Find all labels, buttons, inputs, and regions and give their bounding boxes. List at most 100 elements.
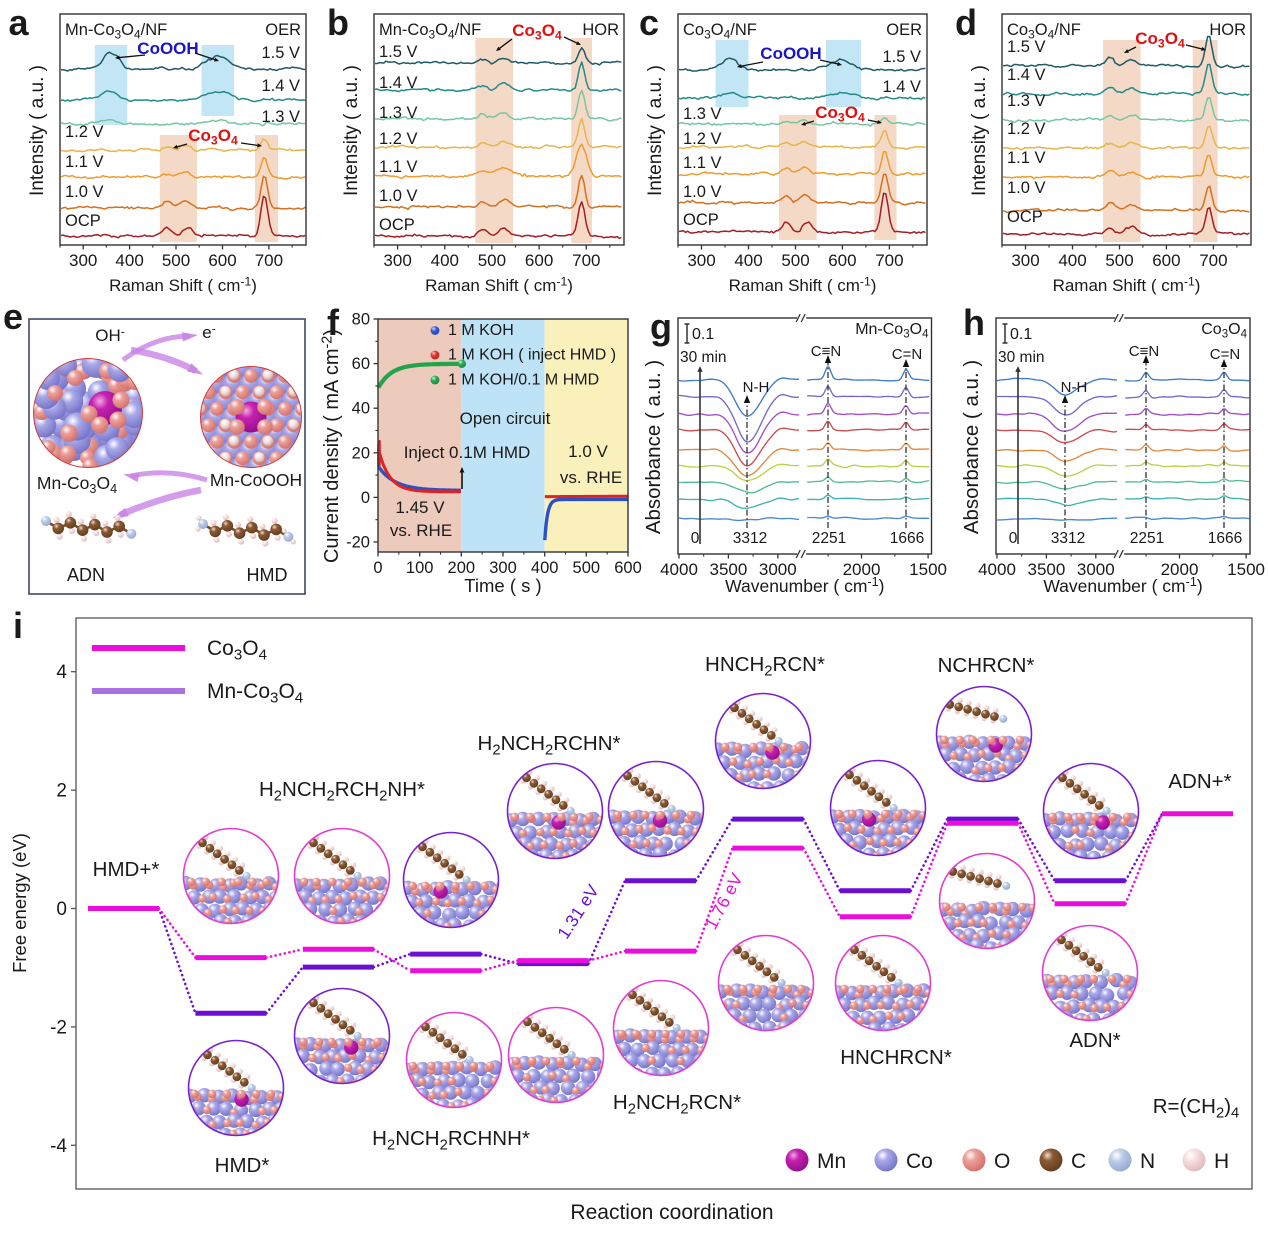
svg-text:1.45 V: 1.45 V [395,498,445,517]
svg-text:600: 600 [614,559,642,577]
svg-text:0: 0 [373,559,382,577]
svg-text:HMD*: HMD* [215,1154,270,1177]
svg-text:0: 0 [1009,530,1018,547]
svg-text:3312: 3312 [1051,530,1085,547]
svg-text:Mn-Co3 O4: Mn-Co3 O4 [855,321,929,341]
svg-text:2251: 2251 [812,530,846,547]
svg-text:3000: 3000 [759,560,797,579]
svg-text:300: 300 [687,251,715,270]
svg-text:1.31 eV: 1.31 eV [553,881,603,943]
svg-text:Intensity ( a.u. ): Intensity ( a.u. ) [969,65,990,196]
svg-text:1.5 V: 1.5 V [379,43,418,61]
svg-text:0: 0 [361,489,370,507]
svg-text:2000: 2000 [1161,560,1199,579]
svg-text:1.2 V: 1.2 V [379,130,418,148]
svg-text:1.1 V: 1.1 V [379,158,418,176]
svg-text:HNCH2 RCN*: HNCH2 RCN* [705,653,825,680]
svg-text:OCP: OCP [65,212,101,230]
svg-text:OH-: OH- [95,324,125,345]
svg-text:3500: 3500 [709,560,747,579]
svg-text:500: 500 [781,251,809,270]
svg-text:80: 80 [352,311,370,329]
svg-text:40: 40 [352,400,370,418]
svg-text:Open circuit: Open circuit [460,409,551,428]
svg-text:600: 600 [1152,251,1180,270]
svg-text:N-H: N-H [743,379,770,396]
svg-text:ADN*: ADN* [1069,1029,1120,1052]
svg-text:100: 100 [406,559,434,577]
svg-text:vs. RHE: vs. RHE [390,521,452,540]
svg-text:700: 700 [572,251,600,270]
svg-text:e: e [3,296,23,337]
svg-text:g: g [650,306,672,347]
svg-text:1.76 eV: 1.76 eV [701,870,747,933]
svg-text:Absorbance ( a.u. ): Absorbance ( a.u. ) [642,360,665,534]
svg-text:1.0 V: 1.0 V [568,442,608,461]
svg-text:0: 0 [691,530,700,547]
svg-text:1.2 V: 1.2 V [1007,120,1046,138]
svg-text:1.5 V: 1.5 V [882,48,921,66]
svg-text:b: b [327,2,349,43]
svg-text:300: 300 [383,251,411,270]
svg-text:Mn-Co3 O4 /NF: Mn-Co3 O4 /NF [379,21,481,42]
svg-text:-4: -4 [50,1136,67,1157]
svg-text:1.3 V: 1.3 V [379,104,418,122]
svg-text:Mn-Co3 O4: Mn-Co3 O4 [37,473,117,496]
svg-text:1.4 V: 1.4 V [882,78,921,96]
svg-text:e-: e- [202,321,216,342]
svg-text:1500: 1500 [1227,560,1265,579]
svg-text:1666: 1666 [890,530,924,547]
svg-text:Free energy (eV): Free energy (eV) [9,833,30,973]
svg-text:600: 600 [828,251,856,270]
svg-text:1 M KOH: 1 M KOH [448,322,514,339]
svg-text:4000: 4000 [978,560,1016,579]
svg-text:30 min: 30 min [998,349,1045,366]
svg-text:200: 200 [448,559,476,577]
svg-text:1.0 V: 1.0 V [1007,179,1046,197]
svg-text:Co3 O4: Co3 O4 [1201,321,1247,341]
svg-text:h: h [963,302,985,343]
svg-text:1666: 1666 [1208,530,1242,547]
svg-text:H2 NCH2 RCHN*: H2 NCH2 RCHN* [478,732,621,759]
svg-text:0.1: 0.1 [692,326,714,343]
svg-text:C=N: C=N [1210,346,1240,363]
svg-text:1 M KOH ( inject HMD ): 1 M KOH ( inject HMD ) [448,347,616,364]
svg-text:300: 300 [69,251,97,270]
svg-text:3500: 3500 [1027,560,1065,579]
svg-text:OCP: OCP [1007,208,1043,226]
svg-text:2000: 2000 [843,560,881,579]
svg-text:Co3 O4: Co3 O4 [207,637,267,664]
svg-text:2251: 2251 [1130,530,1164,547]
svg-text:1.3 V: 1.3 V [261,108,300,126]
svg-text:400: 400 [1058,251,1086,270]
svg-text:1.4 V: 1.4 V [1007,66,1046,84]
svg-text:2: 2 [56,781,67,802]
svg-text:0.1: 0.1 [1010,326,1032,343]
svg-text:O: O [994,1150,1010,1173]
svg-text:30 min: 30 min [680,349,727,366]
svg-text:ADN+*: ADN+* [1168,770,1231,793]
svg-text:N: N [1140,1150,1155,1173]
svg-text:1 M KOH/0.1 M HMD: 1 M KOH/0.1 M HMD [448,372,599,389]
svg-text:1.0 V: 1.0 V [683,183,722,201]
svg-text:HOR: HOR [1209,21,1246,39]
svg-text:f: f [327,302,340,343]
svg-text:60: 60 [352,355,370,373]
svg-text:3312: 3312 [733,530,767,547]
svg-text:Inject 0.1M HMD: Inject 0.1M HMD [404,443,531,462]
svg-text:vs. RHE: vs. RHE [560,468,622,487]
svg-text:3000: 3000 [1077,560,1115,579]
svg-text:0: 0 [56,899,67,920]
svg-text:d: d [955,2,977,43]
svg-text:Raman Shift ( cm-1 ): Raman Shift ( cm-1 ) [729,274,877,295]
svg-text:H: H [1214,1150,1229,1173]
svg-text:Mn-CoOOH: Mn-CoOOH [210,470,302,490]
svg-text:OER: OER [265,21,301,39]
svg-text:HMD+*: HMD+* [93,858,160,881]
svg-text:Co3 O4: Co3 O4 [188,126,238,148]
svg-text:-2: -2 [50,1017,67,1038]
svg-text:1.4 V: 1.4 V [261,77,300,95]
svg-text:R=(CH2 )4: R=(CH2 )4 [1153,1095,1240,1122]
svg-text:4: 4 [56,662,67,683]
svg-text:1.5 V: 1.5 V [261,44,300,62]
